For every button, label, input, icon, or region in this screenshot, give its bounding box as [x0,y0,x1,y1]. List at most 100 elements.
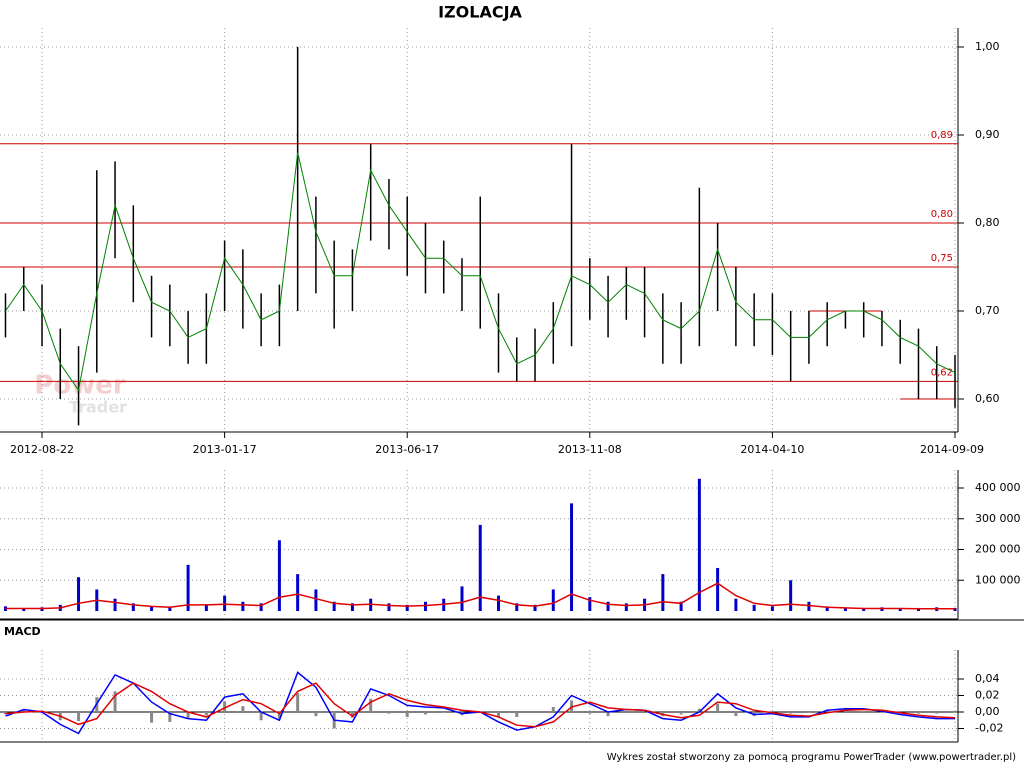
volume-bar [570,503,574,611]
histogram-bar [916,711,920,714]
histogram-bar [77,711,81,722]
histogram-bar [296,693,300,712]
histogram-bar [405,711,409,717]
y-tick-label: 1,00 [975,40,1000,53]
volume-bar [22,607,26,611]
x-tick-label: 2013-06-17 [375,443,439,456]
x-tick-label: 2014-09-09 [920,443,984,456]
volume-bar [150,606,154,611]
volume-bar [789,580,793,611]
volume-bar [533,604,537,611]
watermark: Trader [69,398,127,417]
y-tick-label: 300 000 [975,512,1021,525]
volume-bar [807,601,811,611]
volume-bar [843,607,847,611]
volume-bar [387,603,391,611]
histogram-bar [442,711,446,713]
volume-bar [259,603,263,611]
histogram-bar [789,711,793,714]
histogram-bar [277,711,281,719]
volume-bar [77,577,81,611]
histogram-bar [223,701,227,712]
histogram-bar [679,711,683,715]
y-tick-label: 400 000 [975,481,1021,494]
histogram-bar [22,709,26,712]
level-label: 0,62 [931,367,953,378]
level-label: 0,89 [931,130,953,141]
y-tick-label: 0,90 [975,128,1000,141]
histogram-bar [497,711,501,717]
volume-bar [314,589,318,611]
histogram-bar [241,706,245,712]
volume-bar [423,601,427,611]
histogram-bar [880,711,884,713]
x-tick-label: 2013-11-08 [558,443,622,456]
histogram-bar [551,707,555,712]
histogram-bar [350,711,354,718]
x-tick-label: 2013-01-17 [193,443,257,456]
volume-bar [332,601,336,611]
y-tick-label: 0,70 [975,304,1000,317]
volume-bar [752,604,756,611]
histogram-bar [807,711,811,713]
volume-bar [350,603,354,611]
volume-bar [168,607,172,611]
volume-bar [223,595,227,611]
panel-title: MACD [4,625,41,638]
y-tick-label: 100 000 [975,573,1021,586]
histogram-bar [716,703,720,712]
y-tick-label: 0,00 [975,705,1000,718]
histogram-bar [314,711,318,717]
volume-bar [460,586,464,611]
volume-bar [716,567,720,611]
y-tick-label: 0,60 [975,392,1000,405]
volume-bar [770,606,774,611]
level-label: 0,80 [931,209,953,220]
histogram-bar [862,711,866,712]
volume-bar [241,601,245,611]
volume-bar [898,608,902,611]
histogram-bar [697,708,701,712]
y-tick-label: 200 000 [975,543,1021,556]
histogram-bar [588,711,592,714]
moving-average [5,582,955,610]
histogram-bar [369,698,373,712]
footer: Wykres został stworzony za pomocą progra… [607,752,1016,763]
volume-bar [497,595,501,611]
volume-bar [551,589,555,611]
volume-bar [624,603,628,611]
volume-bar [515,603,519,611]
histogram-bar [423,711,427,715]
volume-bar [661,574,665,611]
chart-title: IZOLACJA [438,3,522,22]
volume-bar [697,478,701,611]
volume-bar [113,598,117,611]
histogram-bar [150,711,154,723]
watermark: Power [34,371,126,401]
y-tick-label: 0,80 [975,216,1000,229]
moving-average [5,152,956,392]
histogram-bar [935,711,939,714]
y-tick-label: -0,02 [975,721,1003,734]
volume-bar [734,598,738,611]
histogram-bar [186,711,190,719]
volume-bar [478,524,482,611]
volume-bar [405,604,409,611]
volume-bar [296,574,300,611]
y-tick-label: 0,02 [975,688,1000,701]
histogram-bar [387,711,391,714]
histogram-bar [168,711,172,722]
volume-bar [277,540,281,611]
level-label: 0,75 [931,253,953,264]
histogram-bar [953,711,957,713]
histogram-bar [113,691,117,712]
histogram-bar [734,711,738,717]
histogram-bar [843,710,847,712]
volume-bar [825,606,829,611]
macd-line [5,682,956,728]
volume-bar [679,601,683,611]
volume-bar [204,604,208,611]
x-tick-label: 2014-04-10 [740,443,804,456]
volume-bar [588,597,592,611]
